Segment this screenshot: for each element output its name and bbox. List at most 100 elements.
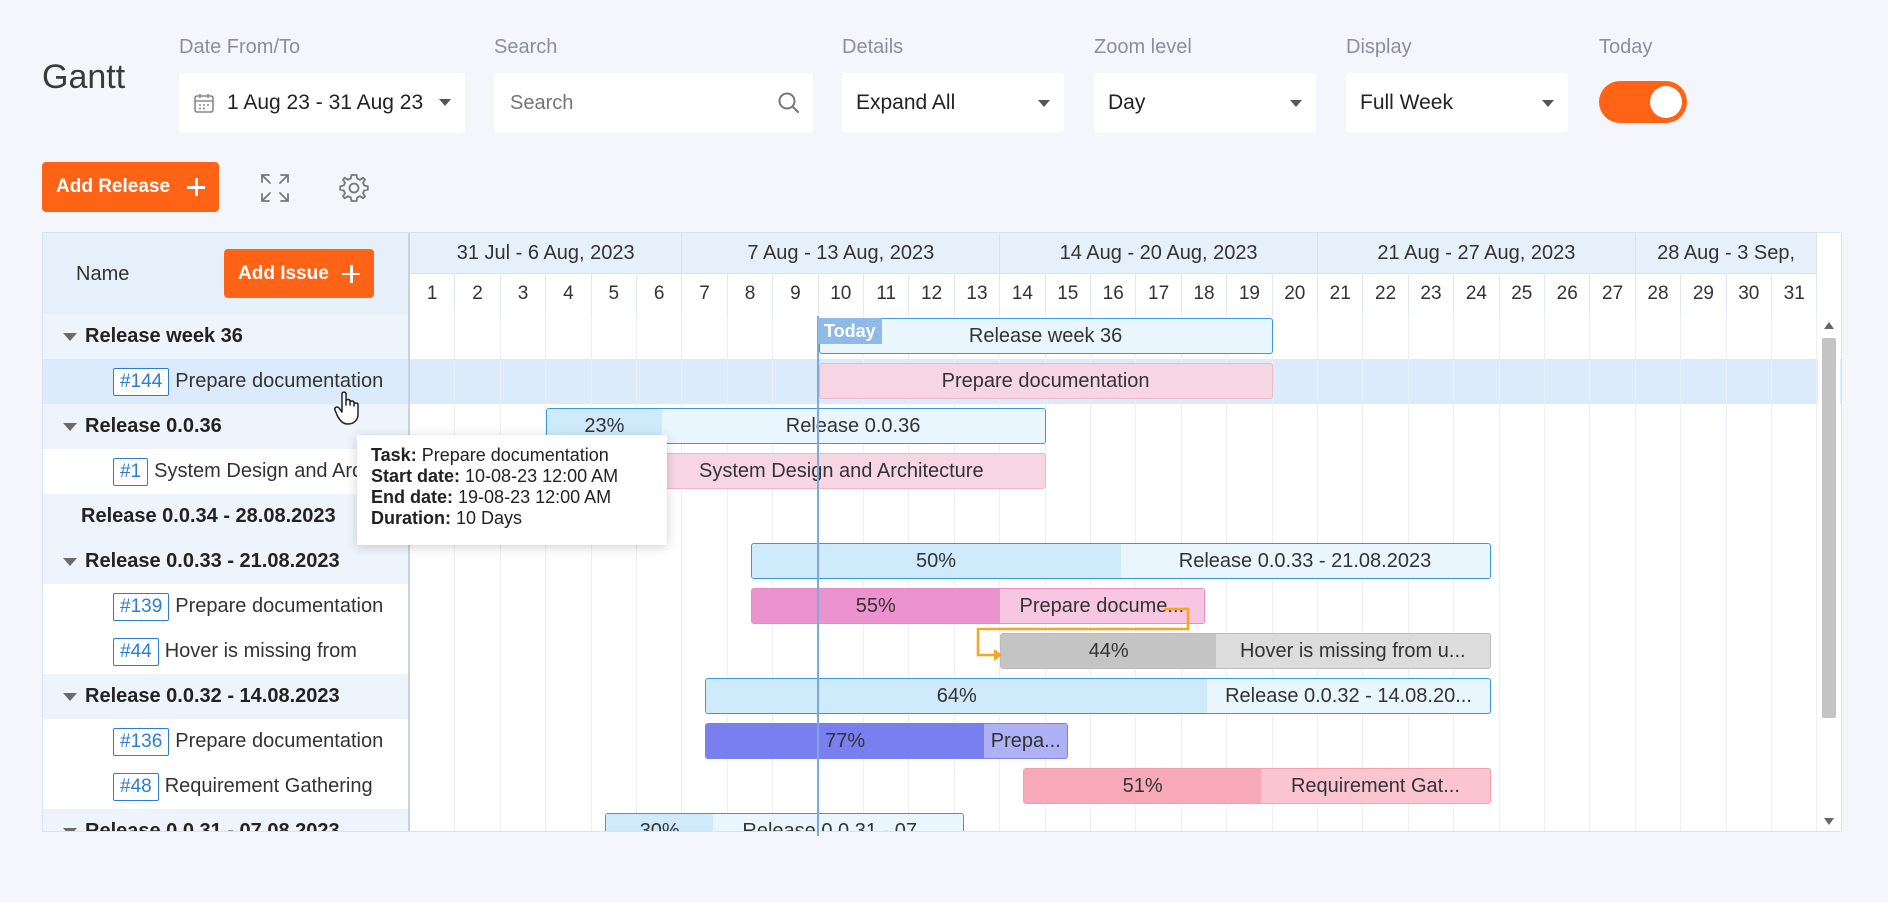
progress-fill <box>1023 769 1262 803</box>
issue-id-badge[interactable]: #48 <box>113 772 159 801</box>
chevron-down-icon <box>1038 100 1050 107</box>
day-gridline <box>1680 314 1682 831</box>
task-bar[interactable]: 55% Prepare docume... <box>750 588 1205 624</box>
task-bar[interactable]: 51% Requirement Gat... <box>1022 768 1491 804</box>
day-header: 15 <box>1045 273 1091 314</box>
progress-fill <box>1001 634 1217 668</box>
progress-fill <box>706 724 985 758</box>
issue-id-badge[interactable]: #136 <box>113 727 170 756</box>
issue-row[interactable]: #136 Prepare documentation <box>43 719 408 764</box>
progress-percent: 51% <box>1122 774 1163 797</box>
caret-down-icon[interactable] <box>63 827 77 831</box>
add-issue-button[interactable]: Add Issue <box>224 249 374 298</box>
day-header: 8 <box>727 273 774 314</box>
scrollbar-thumb[interactable] <box>1822 338 1836 718</box>
gear-icon[interactable] <box>338 172 370 209</box>
caret-down-icon[interactable] <box>63 422 77 431</box>
release-row[interactable]: Release 0.0.32 - 14.08.2023 <box>43 674 408 719</box>
search-input[interactable] <box>510 91 760 115</box>
day-header: 25 <box>1499 273 1545 314</box>
release-bar[interactable]: Release week 36 <box>818 318 1273 354</box>
today-marker-tag: Today <box>818 318 882 344</box>
week-header: 28 Aug - 3 Sep, <box>1635 233 1818 273</box>
day-header: 14 <box>1000 273 1046 314</box>
page-title: Gantt <box>42 58 126 96</box>
add-release-button[interactable]: Add Release <box>42 162 219 212</box>
week-header: 21 Aug - 27 Aug, 2023 <box>1318 233 1636 273</box>
scroll-up-icon[interactable] <box>1824 322 1834 329</box>
bar-label: Prepa... <box>990 729 1061 752</box>
release-row[interactable]: Release 0.0.31 - 07.08.2023 <box>43 809 408 832</box>
search-box <box>494 73 813 133</box>
issue-id-badge[interactable]: #139 <box>113 592 170 621</box>
release-bar[interactable]: 64% Release 0.0.32 - 14.08.20... <box>705 678 1491 714</box>
today-toggle[interactable] <box>1599 81 1687 123</box>
day-header: 29 <box>1681 273 1727 314</box>
week-header: 7 Aug - 13 Aug, 2023 <box>682 233 1001 273</box>
release-name: Release week 36 <box>85 325 243 347</box>
day-gridline <box>454 314 456 831</box>
details-value: Expand All <box>856 91 956 114</box>
release-row[interactable]: Release 0.0.33 - 21.08.2023 <box>43 539 408 584</box>
day-header: 21 <box>1318 273 1364 314</box>
caret-down-icon[interactable] <box>63 692 77 701</box>
caret-down-icon[interactable] <box>63 332 77 341</box>
day-header: 12 <box>909 273 955 314</box>
release-row[interactable]: Release week 36 <box>43 314 408 359</box>
scroll-down-icon[interactable] <box>1824 818 1834 825</box>
day-gridline <box>1816 314 1818 831</box>
day-header: 26 <box>1545 273 1591 314</box>
tooltip-end-label: End date: <box>371 487 454 507</box>
display-select[interactable]: Full Week <box>1346 73 1568 133</box>
task-bar[interactable]: System Design and Architecture <box>637 453 1046 489</box>
progress-percent: 77% <box>825 729 866 752</box>
gantt-grid: Name Add Issue Release week 36 #144 Prepar… <box>42 232 1842 832</box>
bar-label: Release week 36 <box>968 324 1123 347</box>
fullscreen-icon[interactable] <box>259 172 291 209</box>
search-icon[interactable] <box>777 91 801 121</box>
task-bar[interactable]: 44% Hover is missing from u... <box>1000 633 1491 669</box>
tooltip-task: Prepare documentation <box>421 445 609 465</box>
release-name: Release 0.0.31 - 07.08.2023 <box>85 820 340 832</box>
chevron-down-icon <box>1290 100 1302 107</box>
day-gridline <box>545 314 547 831</box>
progress-percent: 23% <box>584 414 625 437</box>
issue-id-badge[interactable]: #144 <box>113 367 170 396</box>
date-range-picker[interactable]: 1 Aug 23 - 31 Aug 23 <box>179 73 465 133</box>
bar-label: Hover is missing from u... <box>1239 639 1466 662</box>
zoom-select[interactable]: Day <box>1094 73 1316 133</box>
issue-row[interactable]: #144 Prepare documentation <box>43 359 408 404</box>
day-header: 28 <box>1635 273 1682 314</box>
zoom-value: Day <box>1108 91 1146 114</box>
task-bar[interactable]: 77% Prepa... <box>705 723 1069 759</box>
progress-percent: 44% <box>1088 639 1129 662</box>
details-label: Details <box>842 36 904 58</box>
task-bar[interactable]: Prepare documentation <box>818 363 1273 399</box>
bar-label: Release 0.0.33 - 21.08.2023 <box>1178 549 1432 572</box>
vertical-scrollbar[interactable] <box>1818 316 1840 831</box>
release-name: Release 0.0.34 - 28.08.2023 <box>81 505 336 527</box>
issue-row[interactable]: #44 Hover is missing from <box>43 629 408 674</box>
tooltip-start: 10-08-23 12:00 AM <box>465 466 619 486</box>
caret-down-icon[interactable] <box>63 557 77 566</box>
release-row[interactable]: Release 0.0.34 - 28.08.2023 <box>43 494 408 539</box>
toggle-knob <box>1650 86 1682 118</box>
issue-name: Prepare documentation <box>175 595 384 617</box>
details-select[interactable]: Expand All <box>842 73 1064 133</box>
release-bar[interactable]: 30% Release 0.0.31 - 07... <box>605 813 964 831</box>
day-gridline <box>1589 314 1591 831</box>
issue-row[interactable]: #48 Requirement Gathering <box>43 764 408 809</box>
day-header: 23 <box>1408 273 1455 314</box>
day-gridline <box>1725 314 1727 831</box>
progress-fill <box>706 679 1208 713</box>
day-header: 30 <box>1726 273 1772 314</box>
issue-id-badge[interactable]: #44 <box>113 637 159 666</box>
release-bar[interactable]: 50% Release 0.0.33 - 21.08.2023 <box>750 543 1491 579</box>
day-header: 20 <box>1272 273 1318 314</box>
search-label: Search <box>494 36 558 58</box>
issue-name: Prepare documentation <box>175 730 384 752</box>
issue-id-badge[interactable]: #1 <box>113 457 149 486</box>
issue-row[interactable]: #139 Prepare documentation <box>43 584 408 629</box>
progress-fill <box>606 814 714 831</box>
